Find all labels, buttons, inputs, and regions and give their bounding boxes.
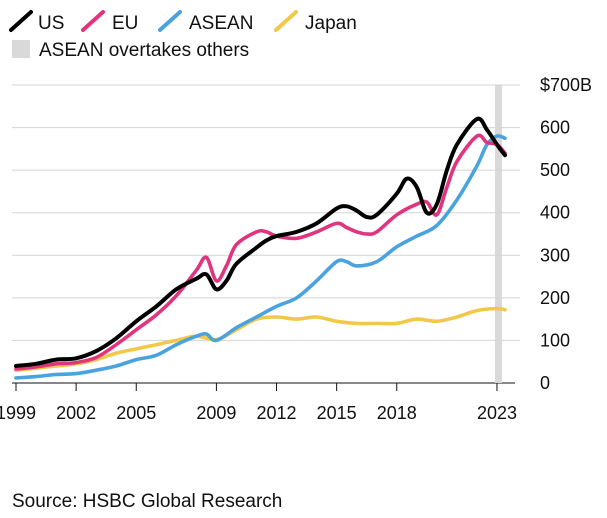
y-tick-label-500: 500 (540, 160, 570, 180)
series-line-asean (14, 134, 507, 380)
x-tick-label-2023: 2023 (477, 403, 517, 423)
legend-label-japan: Japan (305, 13, 357, 34)
x-tick-label-2012: 2012 (257, 403, 297, 423)
legend-item-eu: EU (81, 10, 138, 34)
legend-swatch-japan (274, 10, 298, 32)
legend-item-japan: Japan (274, 10, 357, 34)
legend-swatch-band (12, 40, 30, 58)
legend-swatch-asean (158, 10, 182, 32)
series-line-japan (14, 306, 507, 372)
legend-label-us: US (38, 13, 64, 34)
y-tick-label-200: 200 (540, 288, 570, 308)
series-line-us (14, 116, 507, 368)
legend-swatch-us (9, 10, 33, 32)
y-tick-label-0: 0 (540, 373, 550, 393)
x-tick-label-2018: 2018 (377, 403, 417, 423)
legend-item-us: US (9, 10, 64, 34)
legend: US EU ASEAN Japan ASEAN overtakes others (9, 10, 357, 61)
y-tick-label-700: $700B (540, 75, 592, 95)
legend-swatch-eu (81, 10, 105, 32)
x-tick-label-2005: 2005 (116, 403, 156, 423)
legend-item-band: ASEAN overtakes others (12, 40, 249, 61)
legend-label-asean: ASEAN (189, 13, 253, 34)
legend-item-asean: ASEAN (158, 10, 253, 34)
y-tick-label-600: 600 (540, 118, 570, 138)
y-tick-label-100: 100 (540, 330, 570, 350)
legend-label-band: ASEAN overtakes others (39, 40, 249, 61)
x-tick-label-2009: 2009 (196, 403, 236, 423)
source-note: Source: HSBC Global Research (12, 491, 282, 512)
highlight-band (494, 85, 502, 383)
y-tick-label-300: 300 (540, 245, 570, 265)
y-tick-label-400: 400 (540, 203, 570, 223)
legend-label-eu: EU (112, 13, 138, 34)
series-line-eu (14, 133, 507, 371)
x-tick-label-2015: 2015 (317, 403, 357, 423)
x-tick-label-1999: 1999 (0, 403, 36, 423)
x-tick-label-2002: 2002 (56, 403, 96, 423)
